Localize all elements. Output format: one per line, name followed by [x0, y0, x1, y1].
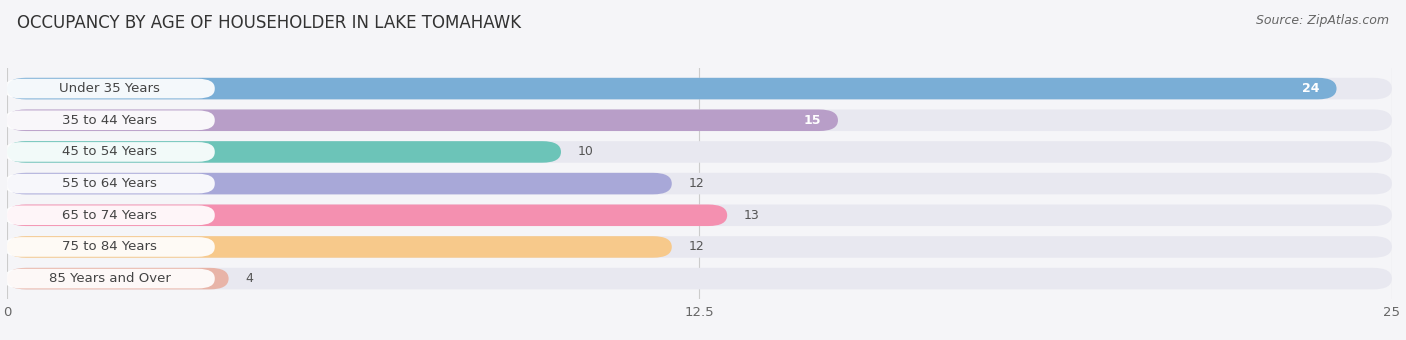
Text: 4: 4 — [245, 272, 253, 285]
Text: Under 35 Years: Under 35 Years — [59, 82, 160, 95]
Text: OCCUPANCY BY AGE OF HOUSEHOLDER IN LAKE TOMAHAWK: OCCUPANCY BY AGE OF HOUSEHOLDER IN LAKE … — [17, 14, 522, 32]
Text: 13: 13 — [744, 209, 759, 222]
FancyBboxPatch shape — [7, 204, 727, 226]
Text: 65 to 74 Years: 65 to 74 Years — [62, 209, 157, 222]
FancyBboxPatch shape — [7, 78, 1337, 99]
Text: 10: 10 — [578, 146, 593, 158]
FancyBboxPatch shape — [7, 141, 561, 163]
FancyBboxPatch shape — [4, 237, 215, 257]
FancyBboxPatch shape — [4, 174, 215, 193]
FancyBboxPatch shape — [7, 236, 1392, 258]
Text: 15: 15 — [804, 114, 821, 127]
FancyBboxPatch shape — [7, 78, 1392, 99]
FancyBboxPatch shape — [7, 141, 1392, 163]
Text: 85 Years and Over: 85 Years and Over — [49, 272, 170, 285]
FancyBboxPatch shape — [4, 79, 215, 98]
FancyBboxPatch shape — [4, 110, 215, 130]
FancyBboxPatch shape — [7, 173, 1392, 194]
Text: 55 to 64 Years: 55 to 64 Years — [62, 177, 157, 190]
Text: 24: 24 — [1302, 82, 1320, 95]
Text: 35 to 44 Years: 35 to 44 Years — [62, 114, 157, 127]
Text: 75 to 84 Years: 75 to 84 Years — [62, 240, 157, 253]
Text: 12: 12 — [689, 177, 704, 190]
FancyBboxPatch shape — [7, 109, 1392, 131]
FancyBboxPatch shape — [7, 268, 1392, 289]
FancyBboxPatch shape — [7, 236, 672, 258]
FancyBboxPatch shape — [7, 173, 672, 194]
FancyBboxPatch shape — [7, 268, 229, 289]
FancyBboxPatch shape — [4, 142, 215, 162]
FancyBboxPatch shape — [4, 205, 215, 225]
FancyBboxPatch shape — [7, 204, 1392, 226]
FancyBboxPatch shape — [4, 269, 215, 288]
FancyBboxPatch shape — [7, 109, 838, 131]
Text: 12: 12 — [689, 240, 704, 253]
Text: Source: ZipAtlas.com: Source: ZipAtlas.com — [1256, 14, 1389, 27]
Text: 45 to 54 Years: 45 to 54 Years — [62, 146, 157, 158]
